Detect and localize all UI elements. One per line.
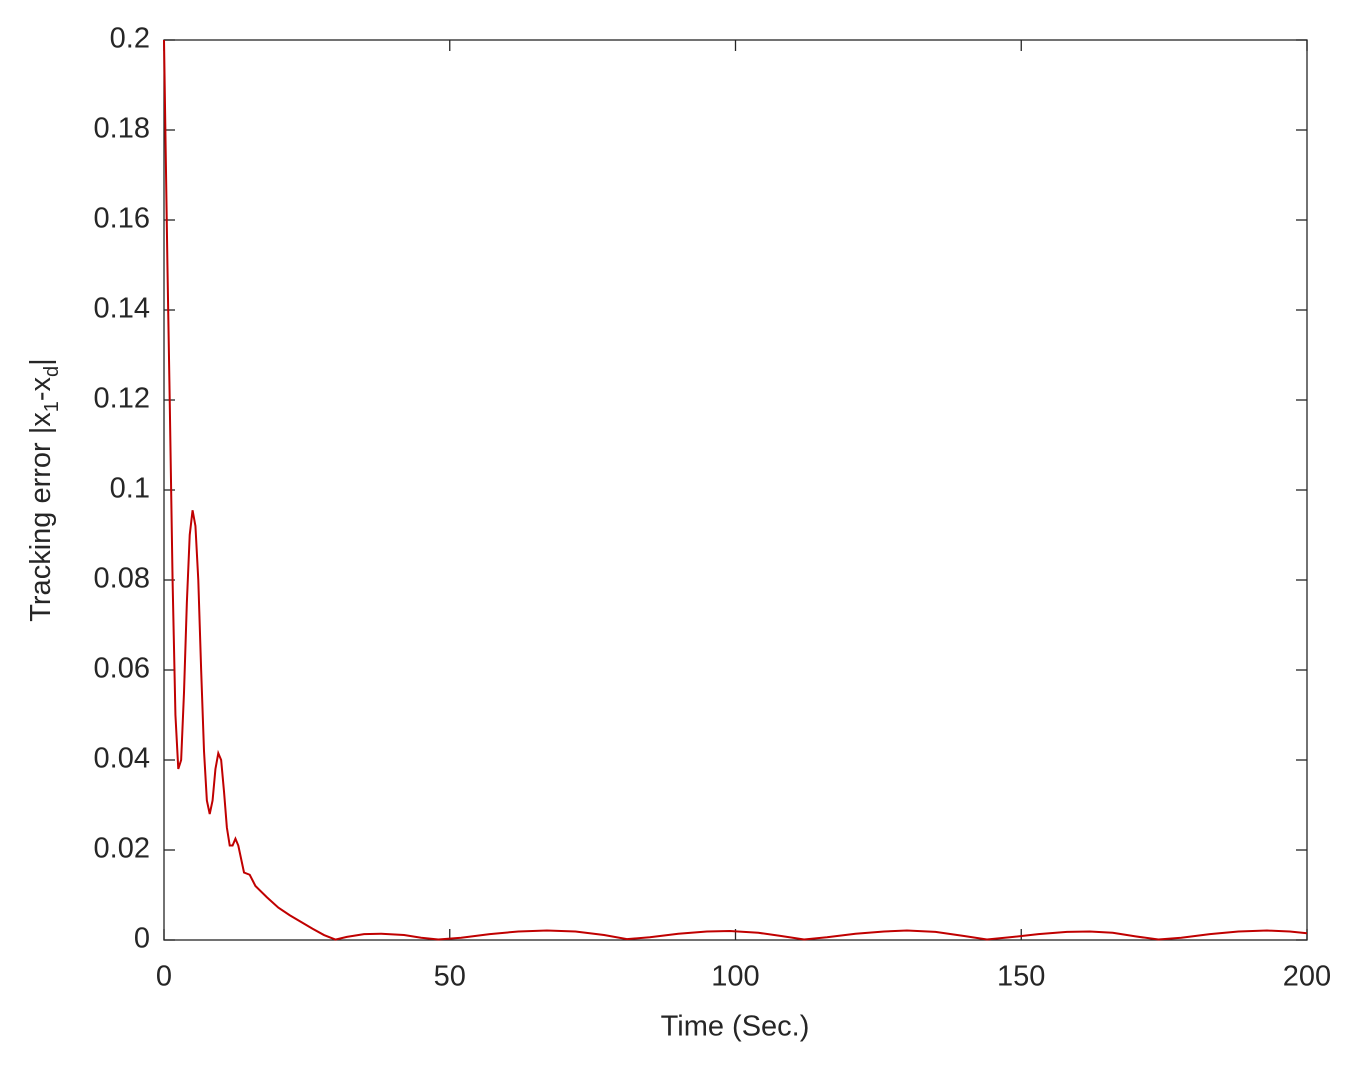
x-tick-label: 200 — [1283, 961, 1331, 993]
y-axis-label-part: -x — [25, 376, 57, 401]
y-tick-label: 0.14 — [94, 293, 150, 325]
y-tick-label: 0 — [134, 923, 150, 955]
y-tick-label: 0.18 — [94, 113, 150, 145]
y-axis-label-part: | — [25, 358, 57, 366]
x-tick-label: 0 — [156, 961, 172, 993]
y-tick-label: 0.08 — [94, 563, 150, 595]
x-tick-label: 150 — [997, 961, 1045, 993]
y-axis-label-part: d — [41, 366, 63, 377]
data-line — [163, 39, 1308, 941]
y-tick-label: 0.16 — [94, 203, 150, 235]
y-tick-label: 0.04 — [94, 743, 150, 775]
y-tick-label: 0.06 — [94, 653, 150, 685]
y-tick-label: 0.1 — [110, 473, 150, 505]
y-axis-label-part: Tracking error |x — [25, 412, 57, 622]
y-axis-label-part: 1 — [41, 401, 63, 412]
y-tick-label: 0.02 — [94, 833, 150, 865]
x-tick-label: 50 — [434, 961, 466, 993]
x-axis-label: Time (Sec.) — [661, 1011, 810, 1043]
x-tick-label: 100 — [711, 961, 759, 993]
y-tick-label: 0.2 — [110, 23, 150, 55]
plot-frame — [163, 39, 1308, 941]
y-tick-label: 0.12 — [94, 383, 150, 415]
y-axis-label: Tracking error |x1-xd| — [25, 358, 64, 621]
